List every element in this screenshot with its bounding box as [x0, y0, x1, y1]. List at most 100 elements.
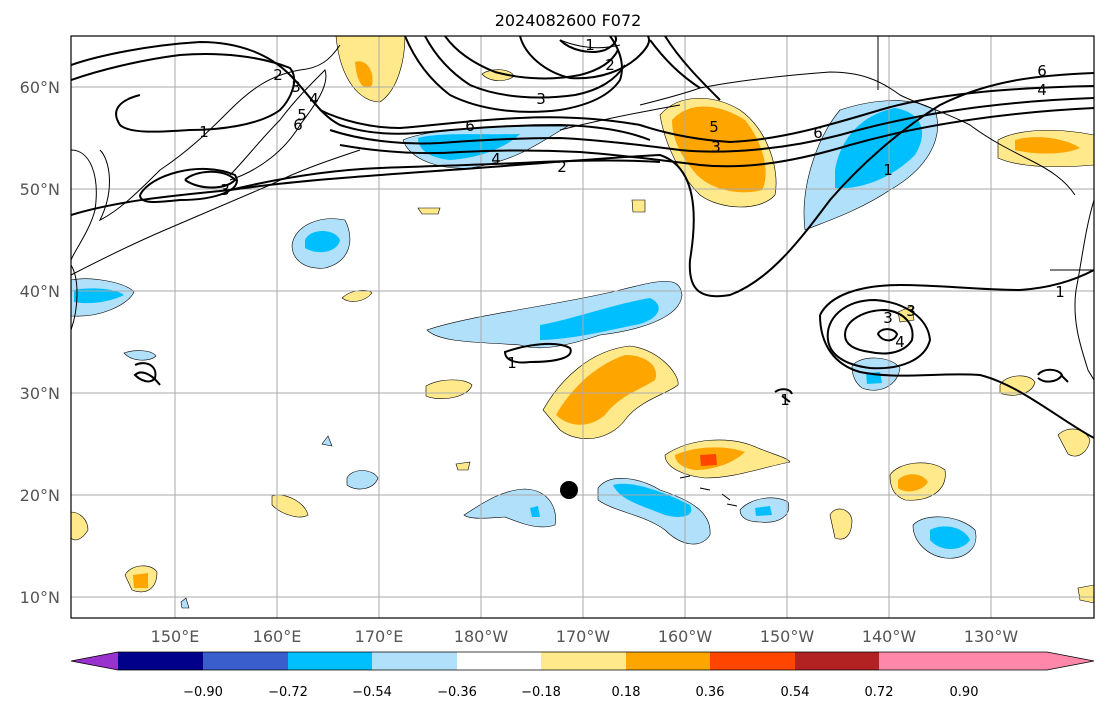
lat-label: 50°N	[20, 180, 60, 199]
lon-label: 170°E	[355, 627, 404, 646]
colorbar-tick-label: 0.18	[612, 685, 641, 700]
neg-region	[180, 597, 190, 609]
contour-line	[424, 36, 626, 99]
contour-label: 2	[273, 66, 283, 84]
contour-label: 1	[585, 36, 595, 54]
asia-coast	[71, 44, 341, 261]
colorbar-labels: −0.90 −0.72 −0.54 −0.36 −0.18 0.18 0.36 …	[183, 685, 978, 700]
contour-label: 3	[883, 309, 893, 327]
contour-line	[519, 36, 650, 80]
lat-label: 40°N	[20, 282, 60, 301]
contour-label: 1	[883, 161, 893, 179]
colorbar-segment	[288, 652, 372, 670]
neg-region	[426, 280, 683, 349]
contour-line	[319, 85, 1094, 144]
positive-anomaly-mid-regions	[133, 61, 1080, 588]
aleutian-coast	[559, 104, 681, 131]
lon-label: 160°W	[658, 627, 713, 646]
colorbar-outline	[70, 651, 1095, 671]
lon-label: 150°E	[151, 627, 200, 646]
contour-label: 3	[291, 78, 301, 96]
lon-label: 180°W	[454, 627, 509, 646]
colorbar-tick-label: −0.18	[521, 685, 561, 700]
contour-label: 5	[709, 118, 719, 136]
pos-region-high	[700, 454, 717, 466]
graticule	[71, 36, 1094, 618]
contour-label: 3	[220, 181, 230, 199]
contour-line	[826, 298, 932, 370]
contour-label: 1	[199, 123, 209, 141]
lat-label: 30°N	[20, 384, 60, 403]
neg-region-mid	[530, 506, 540, 517]
contour-label: 2	[605, 56, 615, 74]
kuril-coast	[71, 149, 361, 276]
contour-line	[329, 97, 1094, 153]
pos-region	[417, 207, 441, 215]
colorbar-tick-label: 0.90	[950, 685, 979, 700]
bering-coast	[559, 39, 621, 49]
contour-label: 3	[711, 138, 721, 156]
map-frame	[70, 35, 1095, 619]
neg-region-mid	[930, 526, 970, 549]
contour-label: 4	[1037, 81, 1047, 99]
contour-line	[1037, 368, 1069, 383]
contour-label: 4	[895, 333, 905, 351]
contour-label: 6	[1037, 62, 1047, 80]
neg-region-mid	[755, 506, 772, 516]
colorbar-tick-label: 0.36	[696, 685, 725, 700]
kamchatka-coast	[229, 69, 327, 181]
colorbar-tick-label: −0.54	[352, 685, 392, 700]
contour-labels: 1 2 3 4 5 6 1 3 4 2 3 6 3 5 6 1 6 4 2 1 …	[199, 36, 1065, 409]
longitude-labels: 150°E 160°E 170°E 180°W 170°W 160°W 150°…	[151, 627, 1019, 646]
pos-region	[999, 375, 1036, 396]
colorbar-tick-label: −0.36	[437, 685, 477, 700]
contour-line	[133, 362, 161, 386]
contour-label: 1	[780, 391, 790, 409]
pos-region	[1077, 584, 1094, 604]
black-dot-icon	[560, 481, 578, 499]
lon-label: 150°W	[760, 627, 815, 646]
colorbar-tick-label: 0.72	[865, 685, 894, 700]
pos-region-mid	[898, 474, 928, 492]
contour-label: 6	[293, 116, 303, 134]
colorbar-segment	[118, 652, 203, 670]
colorbar	[70, 651, 1095, 671]
contour-line	[843, 308, 914, 355]
neg-region	[321, 435, 333, 447]
colorbar-segment	[541, 652, 626, 670]
neg-region	[123, 350, 157, 361]
contour-line	[774, 388, 793, 403]
contour-line	[184, 170, 237, 189]
pos-region	[71, 511, 89, 541]
contour-label: 4	[491, 150, 501, 168]
hawaii-coast	[679, 475, 738, 507]
contour-line	[559, 36, 618, 53]
lon-label: 170°W	[556, 627, 611, 646]
lon-label: 140°W	[862, 627, 917, 646]
contour-label: 1	[1055, 283, 1065, 301]
contour-line	[71, 72, 1094, 298]
contour-line	[503, 342, 572, 364]
contour-label: 6	[813, 124, 823, 142]
colorbar-segment	[795, 652, 879, 670]
colorbar-segment	[879, 652, 964, 670]
contour-line	[444, 36, 619, 80]
pos-region	[455, 461, 471, 471]
colorbar-low-extend	[71, 652, 118, 670]
contour-label: 1	[507, 354, 517, 372]
contour-line	[71, 40, 651, 141]
colorbar-tick-label: −0.90	[183, 685, 223, 700]
alaska-coast	[639, 71, 1076, 196]
contour-lines	[71, 36, 1094, 439]
contour-line	[876, 328, 899, 342]
contour-line	[71, 53, 296, 133]
pos-region	[341, 289, 373, 302]
pos-region	[425, 379, 473, 399]
colorbar-tick-label: −0.72	[268, 685, 308, 700]
neg-region-mid	[613, 483, 692, 517]
colorbar-segment	[626, 652, 710, 670]
coastlines	[71, 36, 1094, 507]
colorbar-segment	[372, 652, 457, 670]
lat-label: 20°N	[20, 486, 60, 505]
